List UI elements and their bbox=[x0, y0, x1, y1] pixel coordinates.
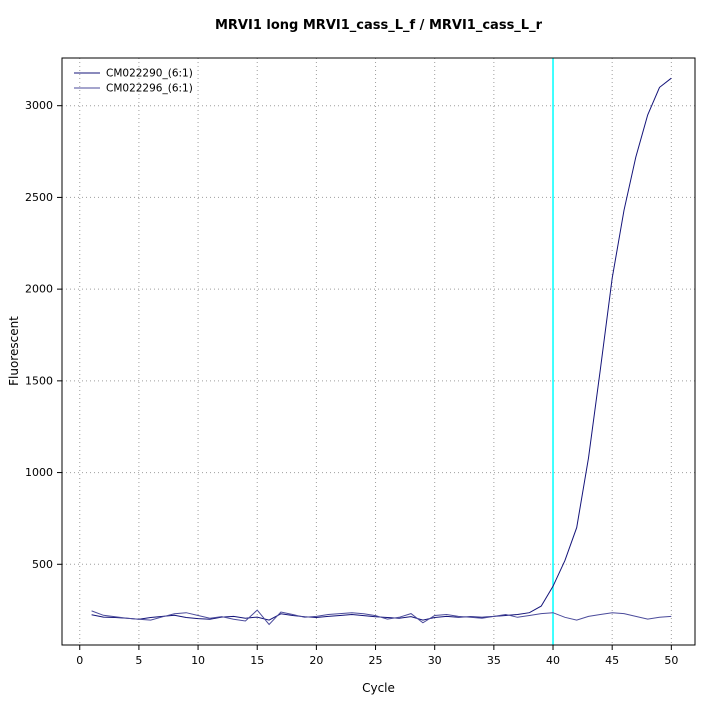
x-tick-label: 10 bbox=[191, 654, 205, 667]
y-axis-label: Fluorescent bbox=[7, 316, 21, 386]
y-tick-label: 2000 bbox=[25, 283, 53, 296]
y-tick-label: 1000 bbox=[25, 466, 53, 479]
x-tick-label: 40 bbox=[546, 654, 560, 667]
y-tick-label: 500 bbox=[32, 558, 53, 571]
x-tick-label: 0 bbox=[76, 654, 83, 667]
y-tick-label: 1500 bbox=[25, 374, 53, 387]
x-tick-label: 5 bbox=[135, 654, 142, 667]
x-tick-label: 30 bbox=[428, 654, 442, 667]
chart-title: MRVI1 long MRVI1_cass_L_f / MRVI1_cass_L… bbox=[214, 18, 542, 33]
x-tick-label: 35 bbox=[487, 654, 501, 667]
legend-label: CM022296_(6:1) bbox=[106, 83, 193, 95]
y-tick-label: 2500 bbox=[25, 191, 53, 204]
x-tick-label: 20 bbox=[309, 654, 323, 667]
x-tick-label: 50 bbox=[664, 654, 678, 667]
x-tick-label: 15 bbox=[250, 654, 264, 667]
x-tick-label: 25 bbox=[369, 654, 383, 667]
y-tick-label: 3000 bbox=[25, 99, 53, 112]
x-axis-label: Cycle bbox=[362, 681, 395, 695]
x-tick-label: 45 bbox=[605, 654, 619, 667]
series-line-1 bbox=[91, 609, 672, 626]
legend-label: CM022290_(6:1) bbox=[106, 68, 193, 80]
series-line-0 bbox=[91, 77, 672, 621]
plot-border bbox=[61, 57, 696, 646]
